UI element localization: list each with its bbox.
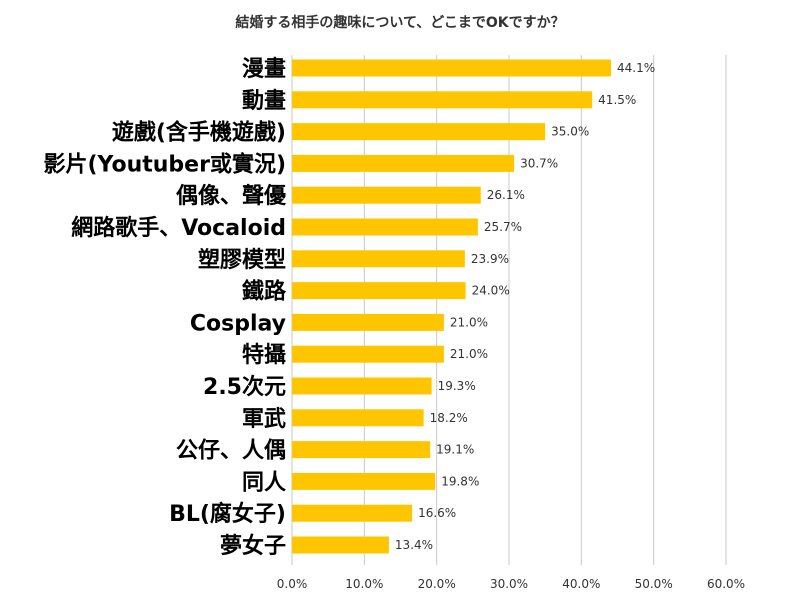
category-label: BL(腐女子) [169,501,286,527]
bar [292,472,436,490]
data-label: 19.1% [436,443,474,457]
bar [292,536,389,554]
x-tick-label: 50.0% [635,577,673,591]
chart-title: 結婚する相手の趣味について、どこまでOKですか？ [235,14,564,31]
category-label: Cosplay [190,311,286,336]
data-label: 19.3% [438,379,476,393]
category-label: 公仔、人偶 [176,438,286,464]
bar [292,186,481,204]
data-label: 25.7% [484,220,522,234]
data-label: 30.7% [520,156,558,170]
bar [292,250,465,268]
bar [292,91,593,109]
x-tick-label: 40.0% [562,577,600,591]
category-label: 偶像、聲優 [176,183,287,209]
bars [292,59,611,554]
data-label: 23.9% [471,252,509,266]
x-tick-label: 30.0% [490,577,528,591]
category-label: 影片(Youtuber或實況) [44,151,287,177]
data-label: 19.8% [441,474,479,488]
data-label: 21.0% [450,315,488,329]
category-label: 軍武 [242,407,286,432]
data-label: 44.1% [617,61,655,75]
bar [292,441,431,459]
category-label: 遊戲(含手機遊戲) [112,120,286,146]
category-label: 塑膠模型 [198,248,286,273]
category-label: 特攝 [242,342,286,368]
bar [292,409,424,427]
bar [292,504,413,522]
x-tick-label: 20.0% [418,577,456,591]
bar [292,218,478,236]
value-labels: 44.1% 41.5% 35.0% 30.7% 26.1% 25.7% 23.9% 24.0%… [395,61,655,552]
bar [292,123,546,141]
data-label: 41.5% [598,93,636,107]
data-label: 18.2% [430,411,468,425]
data-label: 26.1% [487,188,525,202]
bar [292,59,611,77]
data-label: 35.0% [551,125,589,139]
bar [292,377,432,395]
bar [292,282,466,300]
x-axis-ticks: 0.0% 10.0% 20.0% 30.0% 40.0% 50.0% 60.0% [277,577,745,591]
category-label: 漫畫 [242,57,286,82]
category-label: 網路歌手、Vocaloid [71,215,286,241]
data-label: 21.0% [450,347,488,361]
data-label: 24.0% [472,284,510,298]
data-label: 13.4% [395,538,433,552]
x-tick-label: 10.0% [345,577,383,591]
category-label: 動畫 [242,89,286,114]
x-tick-label: 60.0% [707,577,745,591]
category-label: 同人 [242,470,286,495]
x-tick-label: 0.0% [277,577,308,591]
data-label: 16.6% [418,506,456,520]
bar [292,154,515,172]
category-label: 夢女子 [220,533,286,559]
category-label: 2.5次元 [203,374,286,400]
category-label: 鐵路 [242,279,287,305]
bar [292,313,444,331]
bar [292,345,444,363]
